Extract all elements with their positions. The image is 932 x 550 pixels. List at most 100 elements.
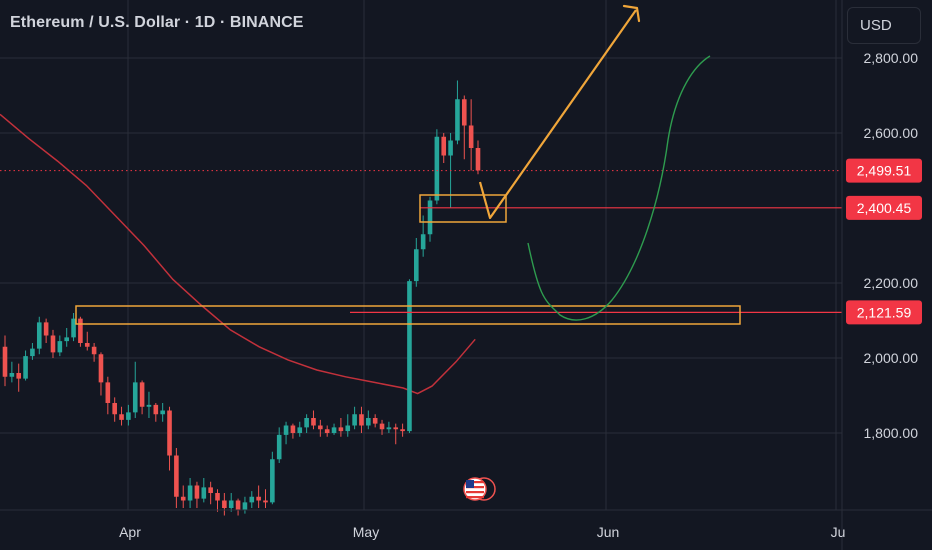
candle-body: [208, 487, 213, 493]
candle: [434, 129, 440, 205]
candle: [50, 329, 56, 358]
candle: [283, 421, 289, 445]
candle-body: [359, 414, 364, 426]
candle-body: [283, 425, 289, 435]
candle: [441, 133, 447, 163]
orange-arrowhead[interactable]: [622, 4, 641, 23]
candle: [386, 421, 392, 433]
candle: [270, 451, 275, 505]
candle: [119, 406, 124, 426]
candle-body: [112, 403, 117, 415]
candle: [105, 376, 111, 415]
candle-body: [297, 427, 303, 433]
candle-body: [16, 373, 22, 379]
candle-body: [407, 281, 412, 432]
candle: [187, 478, 193, 508]
candle: [30, 343, 35, 360]
candle: [222, 493, 227, 516]
candle-body: [331, 427, 337, 433]
x-tick-label: Jun: [597, 524, 620, 540]
candle-body: [132, 382, 138, 413]
candle: [461, 95, 467, 160]
flag-stripe: [466, 491, 484, 494]
candle: [345, 414, 351, 437]
candle-body: [84, 343, 90, 347]
candle: [36, 316, 42, 355]
candle: [132, 361, 138, 418]
candle: [468, 99, 474, 171]
candle-body: [304, 418, 309, 428]
orange-arrow-path[interactable]: [478, 9, 637, 220]
y-tick-label: 2,800.00: [864, 50, 919, 66]
currency-button[interactable]: USD: [847, 7, 921, 44]
price-label-box: [846, 300, 922, 325]
y-tick-label: 2,600.00: [864, 125, 919, 141]
us-flag-icon[interactable]: [463, 477, 496, 501]
candle-body: [379, 423, 385, 430]
candle-body: [228, 500, 234, 508]
candle: [304, 414, 309, 433]
candle-body: [352, 414, 357, 426]
candle-body: [153, 404, 159, 415]
candle-body: [91, 346, 97, 355]
candle-body: [338, 427, 344, 432]
candle: [372, 414, 378, 428]
candle: [249, 491, 255, 508]
candle-body: [36, 322, 42, 349]
candle: [331, 423, 337, 435]
candle: [379, 419, 385, 435]
candle: [414, 238, 419, 287]
candle-body: [160, 410, 165, 415]
green-projection-curve[interactable]: [527, 55, 711, 321]
candle-body: [146, 404, 152, 407]
candle: [276, 427, 282, 463]
candle-body: [64, 337, 69, 342]
candle: [9, 361, 15, 383]
price-label-box: [846, 195, 922, 220]
candle: [180, 485, 186, 508]
price-lines: 2,499.51 2,400.45 2,121.59: [0, 158, 922, 325]
price-label: 2,400.45: [857, 200, 912, 216]
candle: [167, 406, 172, 471]
candle: [455, 80, 460, 145]
drawings[interactable]: [75, 4, 741, 501]
candle-body: [455, 99, 460, 141]
candle: [16, 363, 22, 392]
candle-body: [71, 318, 76, 338]
orange-zone-box[interactable]: [75, 305, 741, 325]
candle: [78, 316, 83, 347]
candle-body: [30, 348, 35, 357]
candle-body: [174, 455, 179, 497]
candle: [242, 496, 248, 514]
candle-body: [78, 318, 83, 343]
candle-body: [126, 412, 131, 420]
candle-body: [222, 500, 227, 508]
candle: [2, 335, 8, 387]
candle: [393, 423, 399, 445]
candle-body: [420, 234, 426, 250]
candle-body: [468, 125, 474, 148]
candle: [297, 421, 303, 437]
candle: [194, 481, 200, 508]
price-label: 2,121.59: [857, 304, 912, 320]
candle: [407, 279, 412, 433]
orange-zone-box[interactable]: [419, 194, 507, 223]
candle: [235, 498, 241, 516]
candle-body: [57, 341, 63, 353]
y-tick-label: 1,800.00: [864, 425, 919, 441]
candle: [201, 478, 207, 503]
candle-body: [263, 500, 268, 503]
candle: [318, 419, 323, 437]
x-tick-label: May: [353, 524, 379, 540]
candle: [427, 196, 433, 242]
candle: [324, 425, 330, 437]
candle-body: [235, 500, 241, 510]
chart-title: Ethereum / U.S. Dollar · 1D · BINANCE: [10, 14, 304, 31]
candle-body: [400, 429, 405, 432]
candle: [338, 418, 344, 437]
candle-body: [242, 502, 248, 510]
candle-body: [276, 434, 282, 460]
